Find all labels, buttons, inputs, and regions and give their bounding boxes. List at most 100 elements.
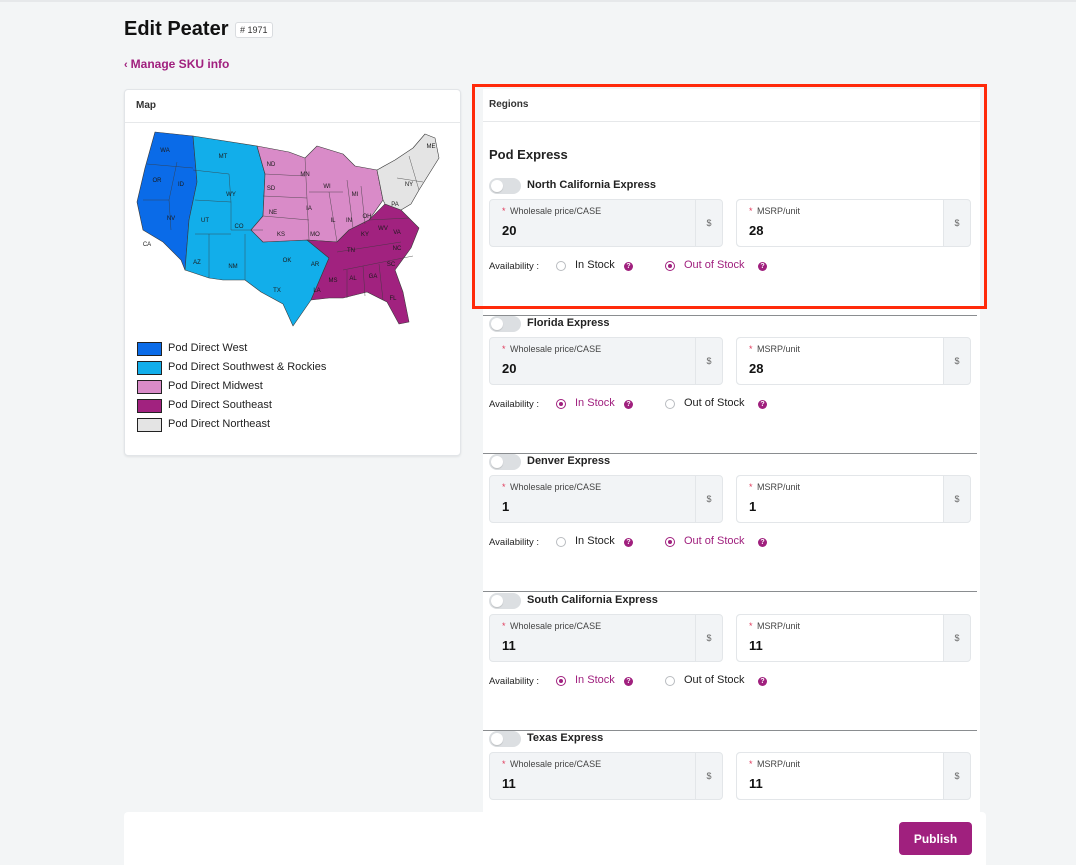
state-label: OH	[363, 214, 372, 220]
in-stock-radio[interactable]	[556, 261, 566, 271]
wholesale-price-label-text: Wholesale price/CASE	[510, 482, 602, 492]
manage-sku-info-link[interactable]: ‹ Manage SKU info	[124, 57, 229, 71]
msrp-label-text: MSRP/unit	[757, 344, 801, 354]
top-divider	[0, 0, 1076, 2]
msrp-label-text: MSRP/unit	[757, 482, 801, 492]
out-of-stock-label: Out of Stock	[684, 397, 745, 409]
msrp-value: 1	[749, 499, 757, 514]
help-icon[interactable]: ?	[758, 538, 767, 547]
chevron-left-icon: ‹	[124, 59, 128, 71]
help-icon[interactable]: ?	[758, 677, 767, 686]
state-label: MN	[300, 172, 309, 178]
pod-express-title: Pod Express	[489, 147, 568, 162]
help-icon[interactable]: ?	[624, 677, 633, 686]
wholesale-price-label: * Wholesale price/CASE	[502, 759, 601, 769]
region-enable-toggle[interactable]	[489, 454, 521, 470]
state-label: LA	[313, 288, 320, 294]
help-icon[interactable]: ?	[758, 400, 767, 409]
region-enable-toggle[interactable]	[489, 316, 521, 332]
wholesale-price-field: * Wholesale price/CASE 20 $	[489, 337, 723, 385]
region-name: Texas Express	[527, 732, 604, 744]
help-icon[interactable]: ?	[624, 538, 633, 547]
region-enable-toggle[interactable]	[489, 178, 521, 194]
state-label: NM	[228, 264, 237, 270]
region-row: South California Express * Wholesale pric…	[483, 593, 980, 731]
in-stock-radio[interactable]	[556, 676, 566, 686]
region-name: Florida Express	[527, 317, 610, 329]
out-of-stock-radio[interactable]	[665, 261, 675, 271]
state-label: TN	[347, 248, 355, 254]
legend-label: Pod Direct West	[168, 342, 248, 354]
regions-card: Regions Pod Express North California Exp…	[483, 89, 980, 829]
toggle-knob	[491, 318, 503, 330]
msrp-label: * MSRP/unit	[749, 621, 800, 631]
state-label: VA	[393, 230, 401, 236]
required-mark: *	[749, 482, 753, 492]
in-stock-radio[interactable]	[556, 537, 566, 547]
state-label: AL	[349, 276, 357, 282]
msrp-value: 28	[749, 361, 764, 376]
out-of-stock-radio[interactable]	[665, 676, 675, 686]
out-of-stock-radio[interactable]	[665, 537, 675, 547]
regions-card-title: Regions	[483, 89, 980, 122]
msrp-input[interactable]: * MSRP/unit 28	[737, 200, 944, 246]
state-label: MO	[310, 232, 320, 238]
wholesale-price-label: * Wholesale price/CASE	[502, 344, 601, 354]
msrp-input[interactable]: * MSRP/unit 11	[737, 753, 944, 799]
footer-bar: Publish	[124, 812, 986, 865]
currency-addon: $	[954, 633, 960, 643]
currency-addon: $	[706, 633, 712, 643]
state-label: IL	[330, 218, 336, 224]
wholesale-price-input[interactable]: * Wholesale price/CASE 11	[490, 615, 696, 661]
msrp-field: * MSRP/unit 1 $	[736, 475, 971, 523]
region-enable-toggle[interactable]	[489, 593, 521, 609]
map-card-title: Map	[125, 90, 460, 123]
map-card: Map WA OR	[124, 89, 461, 456]
region-name: North California Express	[527, 179, 656, 191]
region-enable-toggle[interactable]	[489, 731, 521, 747]
legend-swatch	[137, 399, 162, 413]
sku-badge: # 1971	[235, 22, 273, 38]
wholesale-price-value: 20	[502, 223, 517, 238]
msrp-input[interactable]: * MSRP/unit 11	[737, 615, 944, 661]
in-stock-radio[interactable]	[556, 399, 566, 409]
currency-addon: $	[706, 771, 712, 781]
wholesale-price-value: 11	[502, 638, 516, 653]
msrp-input[interactable]: * MSRP/unit 1	[737, 476, 944, 522]
wholesale-price-input[interactable]: * Wholesale price/CASE 11	[490, 753, 696, 799]
msrp-label: * MSRP/unit	[749, 344, 800, 354]
toggle-knob	[491, 733, 503, 745]
region-name: Denver Express	[527, 455, 611, 467]
msrp-value: 11	[749, 776, 763, 791]
wholesale-price-input[interactable]: * Wholesale price/CASE 20	[490, 338, 696, 384]
help-icon[interactable]: ?	[624, 262, 633, 271]
state-label: AZ	[193, 260, 201, 266]
region-divider	[483, 730, 977, 731]
msrp-label-text: MSRP/unit	[757, 621, 801, 631]
out-of-stock-radio[interactable]	[665, 399, 675, 409]
state-label: OR	[153, 178, 163, 184]
wholesale-price-label-text: Wholesale price/CASE	[510, 206, 602, 216]
availability-label: Availability :	[489, 399, 539, 410]
region-divider	[483, 591, 977, 592]
msrp-input[interactable]: * MSRP/unit 28	[737, 338, 944, 384]
wholesale-price-label: * Wholesale price/CASE	[502, 621, 601, 631]
required-mark: *	[502, 482, 506, 492]
page-title: Edit Peater	[124, 18, 229, 40]
wholesale-price-input[interactable]: * Wholesale price/CASE 20	[490, 200, 696, 246]
state-label: SD	[267, 186, 276, 192]
wholesale-price-label-text: Wholesale price/CASE	[510, 344, 602, 354]
wholesale-price-value: 11	[502, 776, 516, 791]
region-row: North California Express * Wholesale pric…	[483, 178, 980, 316]
state-label: WV	[378, 226, 388, 232]
required-mark: *	[749, 621, 753, 631]
publish-button[interactable]: Publish	[899, 822, 972, 855]
help-icon[interactable]: ?	[624, 400, 633, 409]
state-label: KY	[361, 232, 369, 238]
msrp-label-text: MSRP/unit	[757, 206, 801, 216]
help-icon[interactable]: ?	[758, 262, 767, 271]
wholesale-price-field: * Wholesale price/CASE 11 $	[489, 752, 723, 800]
legend-swatch	[137, 380, 162, 394]
wholesale-price-input[interactable]: * Wholesale price/CASE 1	[490, 476, 696, 522]
required-mark: *	[749, 759, 753, 769]
